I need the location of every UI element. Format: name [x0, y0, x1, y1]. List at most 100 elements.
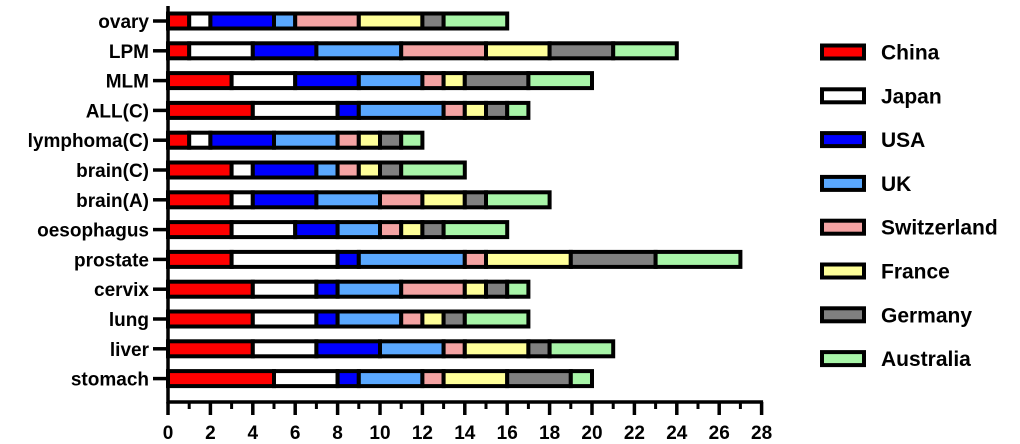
x-tick-label: 8 [332, 423, 343, 444]
bar-segment-lymphoma-c-australia [399, 130, 425, 150]
bar-segment-stomach-usa [335, 369, 361, 389]
legend-label-japan: Japan [881, 85, 942, 108]
x-tick-label: 28 [751, 423, 772, 444]
legend-item-australia: Australia [820, 348, 971, 371]
bar-segment-lpm-switzerland [399, 41, 489, 61]
legend-swatch-china [820, 43, 866, 61]
x-tick-label: 22 [624, 423, 645, 444]
bar-segment-all-c-switzerland [441, 100, 467, 120]
legend-swatch-germany [820, 306, 866, 324]
bar-segment-stomach-china [166, 369, 276, 389]
bar-segment-oesophagus-germany [420, 220, 446, 240]
bar-segment-lung-usa [314, 309, 340, 329]
bar-segment-brain-c-usa [250, 160, 319, 180]
bar-segment-mlm-usa [293, 71, 361, 91]
bar-segment-cervix-china [166, 279, 255, 299]
x-tick-label: 6 [290, 423, 301, 444]
bar-segment-ovary-switzerland [293, 11, 361, 31]
bar-segment-prostate-uk [356, 249, 467, 269]
bar-segment-brain-c-china [166, 160, 234, 180]
bar-segment-prostate-china [166, 249, 234, 269]
bar-segment-lung-france [420, 309, 446, 329]
bar-segment-lung-australia [462, 309, 531, 329]
bar-segment-cervix-australia [505, 279, 531, 299]
bar-segment-mlm-uk [356, 71, 425, 91]
legend-item-usa: USA [820, 129, 925, 152]
bar-segment-cervix-usa [314, 279, 340, 299]
bar-oesophagus [166, 220, 510, 240]
bar-segment-ovary-usa [208, 11, 276, 31]
bar-segment-liver-japan [250, 339, 319, 359]
bar-segment-oesophagus-china [166, 220, 234, 240]
bar-segment-prostate-australia [653, 249, 743, 269]
bar-segment-brain-c-australia [399, 160, 467, 180]
legend-label-china: China [881, 42, 940, 65]
bar-segment-lymphoma-c-usa [208, 130, 276, 150]
legend-label-australia: Australia [881, 348, 971, 371]
bar-segment-lpm-usa [250, 41, 319, 61]
bar-segment-brain-a-switzerland [378, 190, 425, 210]
category-label-lpm: LPM [109, 42, 149, 63]
legend-label-usa: USA [881, 129, 925, 152]
category-label-cervix: cervix [94, 280, 149, 301]
bar-segment-mlm-switzerland [420, 71, 446, 91]
bar-segment-liver-germany [526, 339, 552, 359]
bar-segment-mlm-australia [526, 71, 595, 91]
legend-item-japan: Japan [820, 85, 942, 108]
legend-item-france: France [820, 261, 950, 284]
category-label-all-c: ALL(C) [86, 101, 149, 122]
bar-segment-ovary-uk [272, 11, 298, 31]
bar-segment-prostate-usa [335, 249, 361, 269]
bar-segment-lung-switzerland [399, 309, 425, 329]
bar-liver [166, 339, 616, 359]
bar-segment-cervix-switzerland [399, 279, 467, 299]
x-tick-label: 24 [666, 423, 688, 444]
bar-segment-brain-a-australia [484, 190, 552, 210]
bar-segment-all-c-australia [505, 100, 531, 120]
bar-segment-stomach-france [441, 369, 510, 389]
bar-segment-lymphoma-c-france [356, 130, 382, 150]
bar-segment-cervix-uk [335, 279, 404, 299]
x-tick-label: 2 [205, 423, 216, 444]
bar-segment-brain-a-uk [314, 190, 382, 210]
bar-segment-oesophagus-japan [229, 220, 298, 240]
bar-segment-liver-china [166, 339, 255, 359]
category-label-mlm: MLM [106, 72, 149, 93]
bar-segment-prostate-switzerland [462, 249, 488, 269]
bar-lymphoma-c [166, 130, 425, 150]
bar-segment-liver-uk [378, 339, 446, 359]
bar-segment-mlm-germany [462, 71, 531, 91]
x-tick-label: 20 [581, 423, 602, 444]
bar-all-c [166, 100, 531, 120]
bar-segment-all-c-germany [484, 100, 510, 120]
legend-swatch-france [820, 262, 866, 280]
bar-segment-liver-switzerland [441, 339, 467, 359]
bar-segment-cervix-japan [250, 279, 319, 299]
bar-segment-lpm-uk [314, 41, 404, 61]
legend-label-uk: UK [881, 173, 911, 196]
bar-segment-ovary-china [166, 11, 192, 31]
bar-segment-stomach-germany [505, 369, 573, 389]
bar-segment-mlm-japan [229, 71, 298, 91]
bar-segment-stomach-uk [356, 369, 425, 389]
bar-segment-stomach-japan [272, 369, 340, 389]
x-tick-label: 10 [369, 423, 390, 444]
bar-lung [166, 309, 531, 329]
bar-segment-lymphoma-c-uk [272, 130, 340, 150]
legend-label-france: France [881, 261, 950, 284]
bar-segment-lung-uk [335, 309, 404, 329]
bar-segment-lung-germany [441, 309, 467, 329]
x-axis: 0 2 4 6 8 10 12 14 16 18 20 22 24 26 28 [163, 400, 772, 444]
bar-segment-liver-france [462, 339, 531, 359]
bar-segment-ovary-germany [420, 11, 446, 31]
bar-segment-prostate-japan [229, 249, 340, 269]
bar-segment-all-c-france [462, 100, 488, 120]
category-label-lymphoma-c: lymphoma(C) [28, 131, 149, 152]
legend-item-uk: UK [820, 173, 911, 196]
legend-item-germany: Germany [820, 304, 972, 327]
category-label-lung: lung [109, 310, 149, 331]
bar-segment-lung-japan [250, 309, 319, 329]
bar-stomach [166, 369, 594, 389]
category-label-liver: liver [110, 340, 150, 361]
category-label-stomach: stomach [71, 370, 149, 391]
